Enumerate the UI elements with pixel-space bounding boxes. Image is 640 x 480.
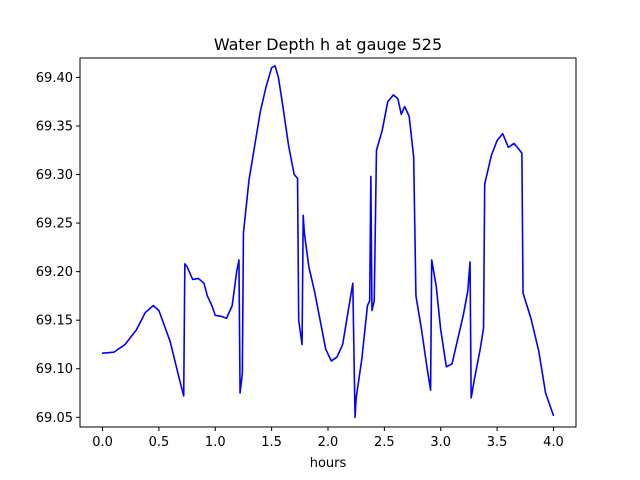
y-tick-label: 69.05 bbox=[36, 411, 73, 426]
y-axis-ticks: 69.05 69.10 69.15 69.20 69.25 69.30 69.35 69.40 bbox=[36, 71, 80, 426]
x-axis-label: hours bbox=[310, 456, 347, 471]
series-layer bbox=[101, 64, 555, 419]
x-axis-ticks: 0.0 0.5 1.0 1.5 2.0 2.5 3.0 3.5 4.0 bbox=[92, 427, 564, 450]
plot-frame bbox=[79, 57, 577, 428]
chart-title: Water Depth h at gauge 525 bbox=[214, 35, 442, 54]
y-tick-label: 69.20 bbox=[36, 265, 73, 280]
x-tick-label: 0.0 bbox=[92, 435, 113, 450]
x-tick-label: 4.0 bbox=[543, 435, 564, 450]
y-tick-label: 69.10 bbox=[36, 362, 73, 377]
y-tick-label: 69.35 bbox=[36, 119, 73, 134]
y-tick-label: 69.30 bbox=[36, 168, 73, 183]
series-line-0 bbox=[101, 64, 555, 419]
y-tick-label: 69.40 bbox=[36, 71, 73, 86]
x-tick-label: 2.0 bbox=[318, 435, 339, 450]
y-tick-label: 69.15 bbox=[36, 314, 73, 329]
x-tick-label: 0.5 bbox=[149, 435, 170, 450]
y-tick-label: 69.25 bbox=[36, 217, 73, 232]
x-tick-label: 2.5 bbox=[374, 435, 395, 450]
x-tick-label: 3.5 bbox=[487, 435, 508, 450]
x-tick-label: 1.5 bbox=[261, 435, 282, 450]
x-tick-label: 1.0 bbox=[205, 435, 226, 450]
x-tick-label: 3.0 bbox=[430, 435, 451, 450]
